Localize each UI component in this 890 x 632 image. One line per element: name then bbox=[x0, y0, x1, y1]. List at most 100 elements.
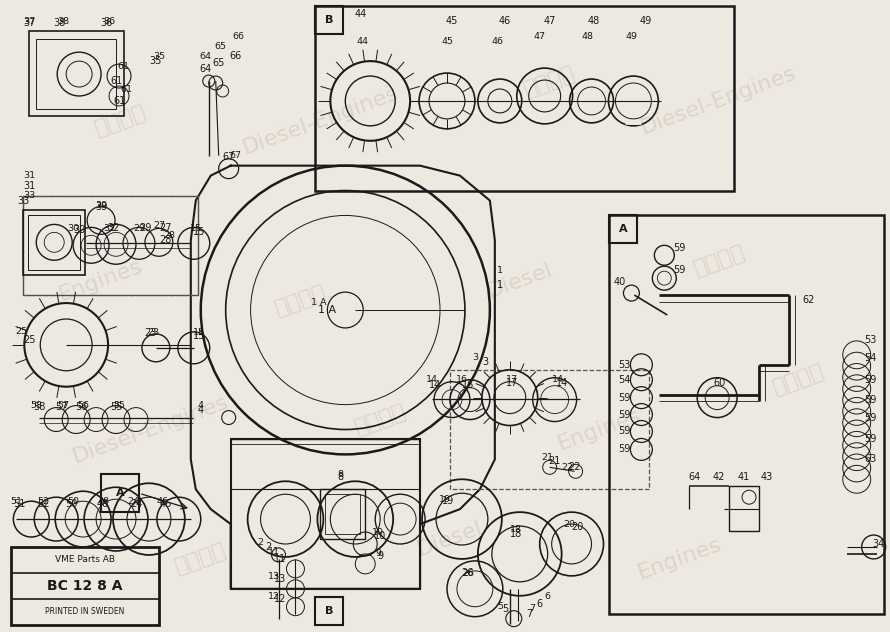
Text: 24: 24 bbox=[127, 497, 139, 506]
Text: 37: 37 bbox=[23, 17, 36, 26]
Text: 59: 59 bbox=[619, 444, 631, 454]
Text: 35: 35 bbox=[150, 56, 162, 66]
Text: 37: 37 bbox=[23, 18, 36, 28]
Text: 57: 57 bbox=[55, 401, 68, 411]
Text: 46: 46 bbox=[498, 16, 511, 27]
Text: 59: 59 bbox=[619, 427, 631, 437]
Text: 45: 45 bbox=[442, 37, 454, 46]
Text: 64: 64 bbox=[199, 52, 212, 61]
Text: 54: 54 bbox=[619, 375, 631, 385]
Text: Engines: Engines bbox=[554, 405, 644, 454]
Text: 27: 27 bbox=[153, 221, 165, 230]
Text: 33: 33 bbox=[23, 191, 36, 200]
Text: 9: 9 bbox=[376, 549, 381, 559]
Bar bbox=[101, 474, 139, 512]
Text: 8: 8 bbox=[337, 470, 344, 479]
Text: 18: 18 bbox=[510, 525, 522, 533]
Bar bbox=[610, 216, 884, 614]
Text: 16: 16 bbox=[456, 375, 468, 384]
Text: 5: 5 bbox=[497, 602, 503, 611]
Text: 15: 15 bbox=[190, 224, 202, 233]
Text: 3: 3 bbox=[481, 357, 488, 367]
Text: 7: 7 bbox=[529, 604, 535, 613]
Bar bbox=[610, 216, 637, 243]
Text: 48: 48 bbox=[581, 32, 594, 40]
Text: 63: 63 bbox=[864, 454, 877, 465]
Text: 29: 29 bbox=[140, 223, 152, 233]
Text: 60: 60 bbox=[713, 378, 725, 387]
Text: 22: 22 bbox=[562, 463, 574, 472]
Text: BC 12 8 A: BC 12 8 A bbox=[47, 579, 123, 593]
Text: 39: 39 bbox=[95, 201, 107, 210]
Bar bbox=[28, 216, 80, 270]
Text: 59: 59 bbox=[864, 434, 877, 444]
Text: 59: 59 bbox=[619, 410, 631, 420]
Text: 59: 59 bbox=[673, 265, 685, 275]
Text: 1 A: 1 A bbox=[311, 298, 326, 307]
Text: 65: 65 bbox=[214, 42, 227, 51]
Text: 7: 7 bbox=[527, 609, 533, 619]
Text: 64: 64 bbox=[688, 472, 700, 482]
Text: 44: 44 bbox=[356, 37, 368, 46]
Text: Diesel: Diesel bbox=[415, 518, 486, 560]
Text: 52: 52 bbox=[37, 499, 50, 509]
Text: Engines: Engines bbox=[635, 535, 724, 583]
Text: 61: 61 bbox=[117, 61, 129, 71]
Text: 紧发动力: 紧发动力 bbox=[93, 102, 150, 140]
Text: 2: 2 bbox=[265, 542, 271, 552]
Text: 56: 56 bbox=[75, 401, 87, 411]
Text: 42: 42 bbox=[713, 472, 725, 482]
Text: 16: 16 bbox=[462, 380, 474, 390]
Text: A: A bbox=[116, 488, 125, 498]
Text: 14: 14 bbox=[552, 375, 563, 384]
Text: PRINTED IN SWEDEN: PRINTED IN SWEDEN bbox=[45, 607, 125, 616]
Text: 31: 31 bbox=[23, 181, 36, 191]
Text: 23: 23 bbox=[145, 328, 158, 338]
Text: 40: 40 bbox=[613, 277, 626, 287]
Text: 66: 66 bbox=[230, 51, 242, 61]
Text: 32: 32 bbox=[107, 223, 119, 233]
Text: 67: 67 bbox=[230, 151, 242, 160]
Text: 14: 14 bbox=[555, 378, 568, 387]
Bar bbox=[315, 6, 344, 34]
Bar bbox=[12, 547, 159, 624]
Text: 61: 61 bbox=[120, 85, 132, 94]
Text: 21: 21 bbox=[542, 453, 554, 462]
Text: 紧发动力: 紧发动力 bbox=[771, 361, 828, 398]
Bar bbox=[23, 195, 198, 295]
Text: 53: 53 bbox=[619, 360, 631, 370]
Text: 6: 6 bbox=[545, 592, 551, 601]
Text: 44: 44 bbox=[354, 9, 367, 20]
Bar bbox=[326, 494, 360, 534]
Bar bbox=[36, 39, 116, 109]
Text: 58: 58 bbox=[33, 401, 45, 411]
Text: Engines: Engines bbox=[56, 256, 146, 305]
Text: 43: 43 bbox=[761, 472, 773, 482]
Text: 9: 9 bbox=[377, 551, 384, 561]
Text: Diesel: Diesel bbox=[484, 259, 555, 301]
Text: 10: 10 bbox=[372, 528, 384, 537]
Text: 62: 62 bbox=[803, 295, 815, 305]
Text: 58: 58 bbox=[30, 401, 43, 410]
Text: 49: 49 bbox=[626, 32, 637, 40]
Text: 12: 12 bbox=[274, 593, 287, 604]
Text: 32: 32 bbox=[103, 224, 115, 233]
Text: 31: 31 bbox=[23, 171, 36, 180]
Text: 15: 15 bbox=[192, 228, 205, 238]
Text: 25: 25 bbox=[15, 327, 28, 336]
Text: 2: 2 bbox=[257, 537, 263, 547]
Bar bbox=[315, 597, 344, 624]
Text: 15: 15 bbox=[192, 331, 205, 341]
Text: 66: 66 bbox=[232, 32, 245, 40]
Text: 55: 55 bbox=[109, 401, 122, 411]
Text: 5: 5 bbox=[502, 604, 508, 614]
Text: VME Parts AB: VME Parts AB bbox=[55, 556, 115, 564]
Text: 紧发动力: 紧发动力 bbox=[172, 540, 230, 578]
Text: 13: 13 bbox=[274, 574, 287, 584]
Text: 25: 25 bbox=[23, 335, 36, 345]
Text: 64: 64 bbox=[199, 64, 212, 74]
Text: B: B bbox=[325, 605, 334, 616]
Text: 46: 46 bbox=[157, 497, 169, 506]
Text: 55: 55 bbox=[113, 401, 125, 410]
Text: 紧发动力: 紧发动力 bbox=[522, 63, 578, 100]
